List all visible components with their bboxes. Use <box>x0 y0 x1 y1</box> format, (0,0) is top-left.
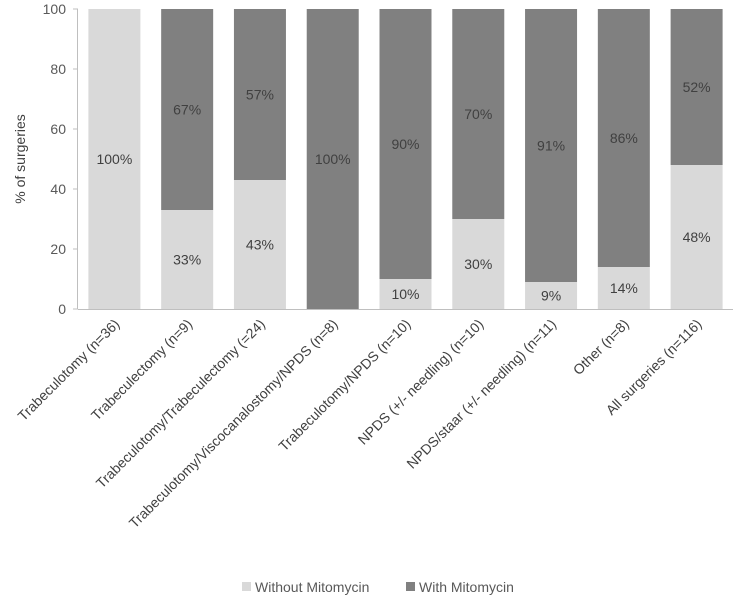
y-tick-label: 80 <box>50 61 66 77</box>
data-label: 43% <box>246 237 274 253</box>
data-label: 10% <box>391 286 419 302</box>
data-label: 86% <box>610 130 638 146</box>
bar-segment-with-mitomycin <box>233 9 286 180</box>
legend: Without Mitomycin With Mitomycin <box>242 579 514 595</box>
data-label: 9% <box>541 288 561 304</box>
legend-swatch-with-mitomycin <box>406 582 415 591</box>
data-label: 67% <box>173 102 201 118</box>
bar-segment-with-mitomycin <box>525 9 578 282</box>
y-tick-label: 0 <box>58 301 66 317</box>
data-label: 100% <box>96 151 132 167</box>
category-label: NPDS (+/- needling) (n=10) <box>355 316 487 448</box>
data-label: 70% <box>464 106 492 122</box>
data-label: 57% <box>246 87 274 103</box>
bar-segment-with-mitomycin <box>452 9 505 219</box>
bar-segment-with-mitomycin <box>670 9 723 165</box>
y-tick-label: 100 <box>43 1 67 17</box>
bar-segment-without-mitomycin <box>452 219 505 309</box>
bar-segment-with-mitomycin <box>379 9 432 279</box>
bar-segment-with-mitomycin <box>597 9 650 267</box>
category-label: Trabeculotomy/NPDS (n=10) <box>275 316 413 454</box>
y-tick-label: 20 <box>50 241 66 257</box>
data-labels: 100% 33% 67% 43% 57% 100% 10% 90% 30% 70% 9% 91% 14%… <box>96 79 710 304</box>
data-label: 30% <box>464 256 492 272</box>
legend-label: Without Mitomycin <box>255 579 369 595</box>
bar-segment-without-mitomycin <box>233 180 286 309</box>
data-label: 48% <box>683 229 711 245</box>
bar-segment-without-mitomycin <box>525 282 578 309</box>
data-label: 52% <box>683 79 711 95</box>
bars <box>88 9 723 309</box>
y-tick-label: 40 <box>50 181 66 197</box>
category-labels: Trabeculotomy (n=36)Trabeculectomy (n=9)… <box>14 316 704 531</box>
legend-label: With Mitomycin <box>419 579 514 595</box>
bar-segment-without-mitomycin <box>88 9 141 309</box>
y-axis: 0 20 40 60 80 100 <box>43 1 78 317</box>
legend-swatch-without-mitomycin <box>242 582 251 591</box>
y-axis-label: % of surgeries <box>12 114 28 203</box>
data-label: 100% <box>315 151 351 167</box>
bar-segment-without-mitomycin <box>670 165 723 309</box>
bar-segment-with-mitomycin <box>161 9 214 210</box>
bar-segment-without-mitomycin <box>597 267 650 309</box>
category-label: Other (n=8) <box>570 316 632 378</box>
bar-segment-without-mitomycin <box>161 210 214 309</box>
y-tick-label: 60 <box>50 121 66 137</box>
data-label: 91% <box>537 138 565 154</box>
bar-segment-with-mitomycin <box>306 9 359 309</box>
bar-segment-without-mitomycin <box>379 279 432 309</box>
data-label: 90% <box>391 136 419 152</box>
data-label: 14% <box>610 280 638 296</box>
data-label: 33% <box>173 252 201 268</box>
category-label: NPDS/staar (+/- needling) (n=11) <box>403 316 559 472</box>
